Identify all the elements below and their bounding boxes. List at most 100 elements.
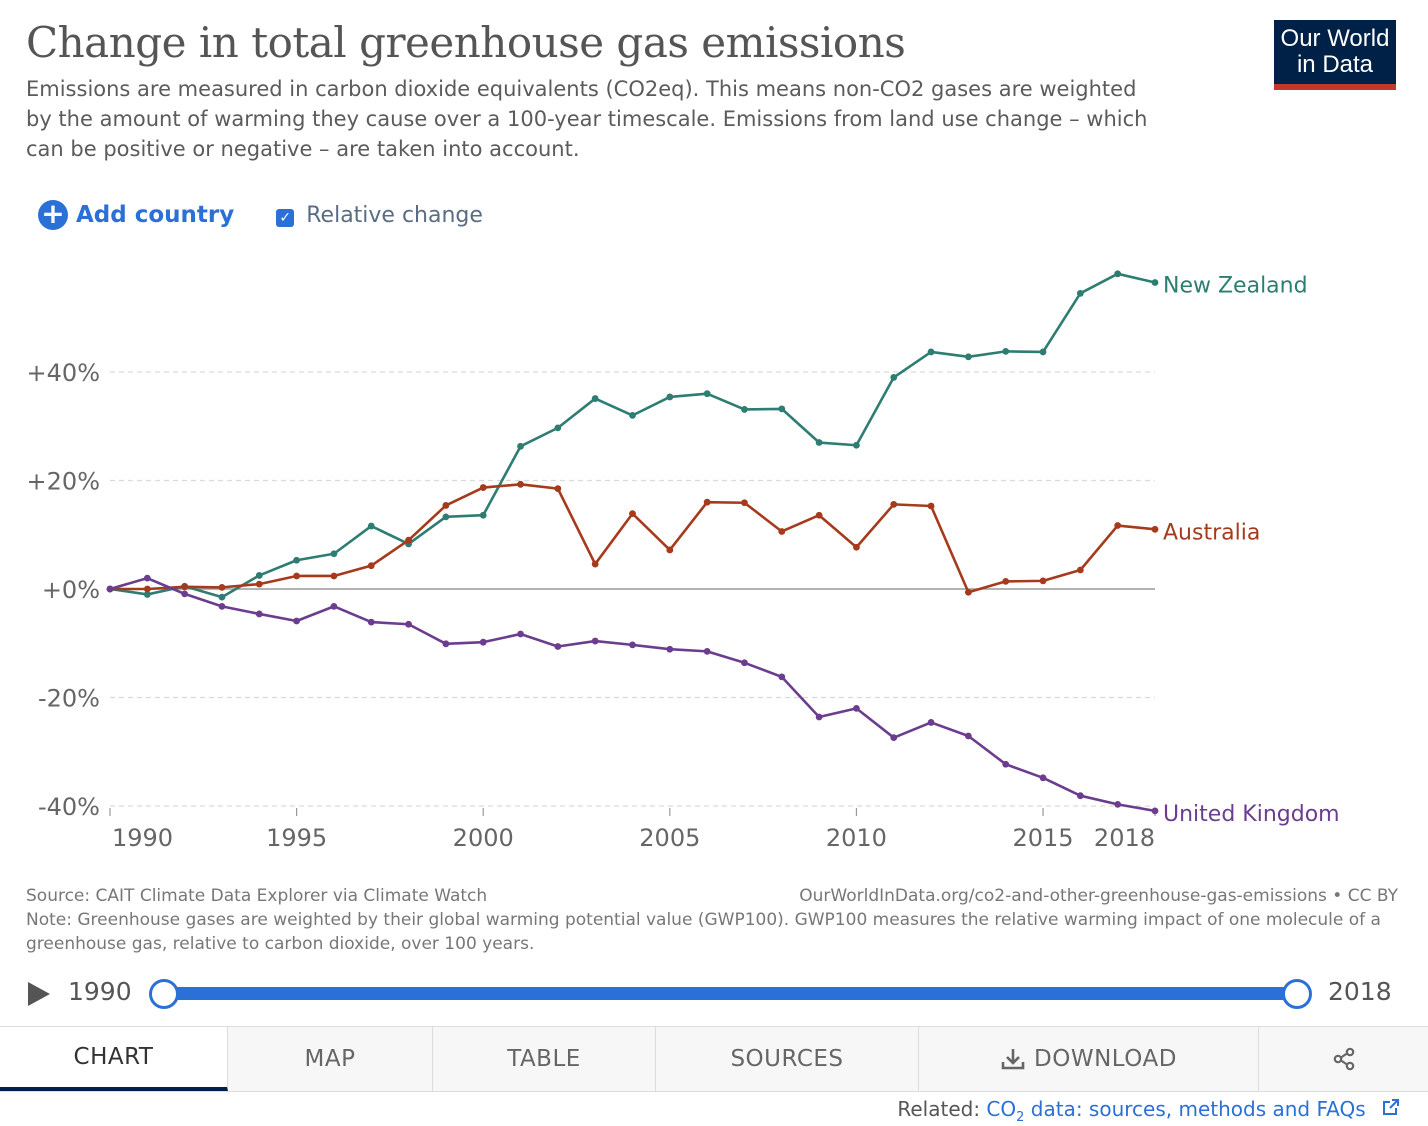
data-point-united-kingdom (479, 638, 487, 646)
tab-map[interactable]: MAP (228, 1027, 433, 1091)
data-point-australia (927, 502, 935, 510)
data-point-new-zealand (293, 556, 301, 564)
data-point-united-kingdom (964, 732, 972, 740)
y-tick-label: -40% (38, 793, 100, 821)
data-point-new-zealand (517, 442, 524, 450)
data-point-australia (890, 500, 898, 508)
data-point-australia (853, 543, 860, 551)
data-point-new-zealand (1114, 270, 1122, 278)
data-point-united-kingdom (629, 641, 636, 649)
data-point-new-zealand (1039, 348, 1047, 356)
url-license[interactable]: OurWorldInData.org/co2-and-other-greenho… (799, 886, 1398, 906)
series-label-united-kingdom: United Kingdom (1163, 802, 1340, 827)
data-point-new-zealand (442, 513, 450, 521)
chart-subtitle: Emissions are measured in carbon dioxide… (26, 77, 1148, 161)
related-link-suffix: data: sources, methods and FAQs (1024, 1097, 1366, 1121)
data-point-australia (479, 484, 487, 491)
relative-change-checkbox[interactable]: ✓ (276, 209, 295, 227)
data-point-united-kingdom (367, 618, 375, 626)
share-icon (1333, 1047, 1354, 1071)
y-tick-label: +40% (27, 359, 100, 387)
data-point-united-kingdom (442, 640, 450, 648)
data-point-united-kingdom (591, 637, 599, 645)
data-point-australia (1151, 525, 1159, 533)
data-point-new-zealand (1076, 289, 1084, 297)
related-link-subscript: 2 (1016, 1110, 1025, 1125)
data-point-australia (554, 485, 562, 493)
data-point-united-kingdom (927, 719, 935, 726)
play-icon[interactable] (28, 982, 50, 1006)
data-point-new-zealand (890, 374, 898, 381)
data-point-new-zealand (255, 572, 263, 579)
timeline-start-handle[interactable] (149, 979, 179, 1009)
tab-table[interactable]: TABLE (433, 1027, 656, 1091)
tab-download[interactable]: DOWNLOAD (919, 1027, 1259, 1091)
add-country-button[interactable]: + Add country (38, 200, 234, 230)
data-point-australia (741, 499, 748, 507)
relative-change-toggle[interactable]: ✓ Relative change (276, 203, 483, 228)
data-point-australia (293, 572, 301, 580)
data-point-australia (666, 546, 674, 554)
y-tick-label: +20% (27, 468, 100, 496)
data-point-united-kingdom (890, 734, 898, 742)
y-tick-label: -20% (38, 685, 100, 713)
data-point-australia (1039, 577, 1047, 585)
related-label: Related: (897, 1097, 981, 1121)
data-point-united-kingdom (293, 617, 301, 625)
timeline-start-label: 1990 (68, 977, 132, 1006)
data-point-new-zealand (367, 522, 375, 530)
data-point-united-kingdom (181, 590, 189, 598)
data-point-new-zealand (1151, 279, 1159, 286)
data-point-united-kingdom (405, 620, 412, 628)
data-point-new-zealand (703, 390, 711, 398)
x-tick-label: 1990 (112, 824, 173, 852)
data-point-new-zealand (741, 406, 748, 413)
data-point-new-zealand (218, 593, 226, 601)
timeline-track[interactable] (163, 987, 1297, 1000)
logo-line-2: in Data (1296, 51, 1374, 78)
data-point-united-kingdom (1039, 774, 1047, 782)
series-label-new-zealand: New Zealand (1163, 273, 1308, 298)
data-point-australia (1002, 578, 1010, 585)
data-point-australia (778, 528, 786, 535)
data-point-australia (255, 580, 263, 588)
line-chart: +40% +20% +0% -20% -40% 1990 1995 2000 2005 2010 2… (27, 270, 1340, 852)
relative-change-label: Relative change (306, 202, 483, 228)
x-tick-label: 2000 (453, 824, 514, 852)
related-link[interactable]: CO2 data: sources, methods and FAQs (986, 1097, 1400, 1125)
timeline-end-handle[interactable] (1282, 979, 1312, 1009)
data-point-australia (181, 583, 189, 591)
data-point-new-zealand (591, 395, 599, 402)
data-point-australia (517, 480, 524, 488)
data-point-united-kingdom (143, 574, 151, 582)
data-point-australia (591, 560, 599, 568)
chart-footer: Source: CAIT Climate Data Explorer via C… (26, 884, 1398, 956)
data-point-new-zealand (330, 550, 338, 558)
tab-bar: CHART MAP TABLE SOURCES DOWNLOAD (0, 1026, 1428, 1092)
data-point-united-kingdom (517, 630, 524, 638)
data-point-new-zealand (778, 405, 786, 413)
add-country-label: Add country (76, 202, 235, 228)
tab-chart[interactable]: CHART (0, 1027, 228, 1091)
data-point-australia (815, 511, 823, 519)
x-tick-label: 2015 (1012, 824, 1073, 852)
data-point-united-kingdom (1151, 807, 1159, 815)
download-label: DOWNLOAD (1034, 1046, 1177, 1072)
data-point-new-zealand (927, 348, 935, 356)
data-point-australia (1114, 522, 1122, 529)
data-point-new-zealand (815, 439, 823, 446)
data-point-united-kingdom (330, 602, 338, 610)
tab-sources[interactable]: SOURCES (656, 1027, 919, 1091)
source-text: Source: CAIT Climate Data Explorer via C… (26, 886, 488, 906)
owid-logo[interactable]: Our World in Data (1274, 20, 1396, 90)
timeline: 1990 2018 (0, 970, 1428, 1018)
series-line-australia (110, 482, 1156, 594)
series-line-new-zealand (109, 272, 1156, 599)
plus-icon: + (38, 200, 68, 230)
series-label-australia: Australia (1163, 520, 1260, 545)
share-button[interactable] (1259, 1027, 1428, 1091)
data-point-australia (367, 562, 375, 570)
data-point-new-zealand (853, 441, 860, 449)
data-point-new-zealand (964, 353, 972, 361)
data-point-united-kingdom (1002, 760, 1010, 768)
